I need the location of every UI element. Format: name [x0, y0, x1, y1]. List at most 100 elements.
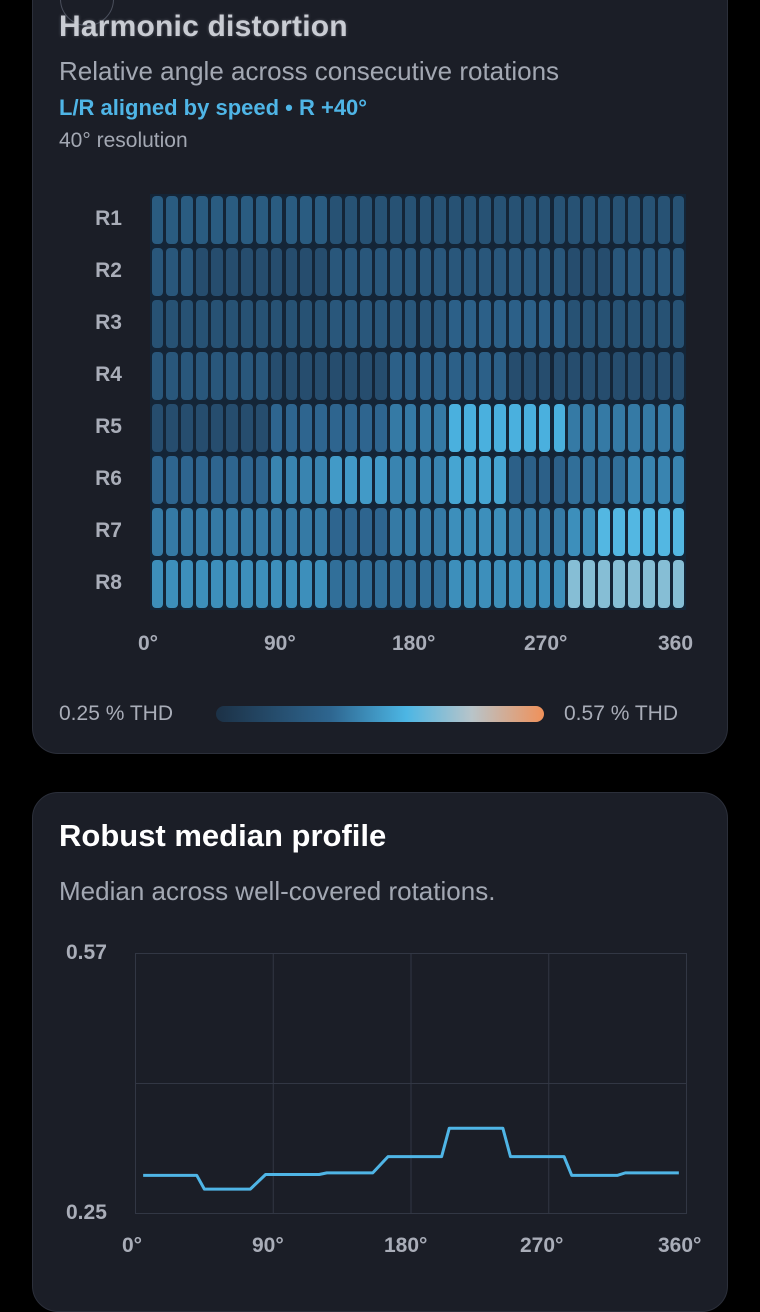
heatmap-cell	[642, 404, 655, 452]
heatmap-cell	[166, 456, 179, 504]
heatmap-cell	[672, 508, 685, 556]
profile-card-subtitle: Median across well-covered rotations.	[59, 876, 496, 906]
heatmap-cell	[419, 404, 432, 452]
resolution-label: 40° resolution	[59, 129, 188, 152]
heatmap-cell	[627, 508, 640, 556]
heatmap-cell	[225, 560, 238, 608]
heatmap-cell	[285, 196, 298, 244]
heatmap-cell	[627, 300, 640, 348]
heatmap-cell	[464, 248, 477, 296]
heatmap-cell	[240, 196, 253, 244]
heatmap-cell	[359, 352, 372, 400]
heatmap-cell	[166, 508, 179, 556]
heatmap-cell	[508, 560, 521, 608]
heatmap-cell	[627, 352, 640, 400]
heatmap-cell	[389, 196, 402, 244]
heatmap-cell	[657, 300, 670, 348]
heatmap-cell	[672, 300, 685, 348]
heatmap-cell	[270, 300, 283, 348]
heatmap-cell	[300, 404, 313, 452]
heatmap-cell	[598, 196, 611, 244]
heatmap-cell	[285, 560, 298, 608]
heatmap-cell	[583, 300, 596, 348]
heatmap-cell	[330, 560, 343, 608]
heatmap-cell	[255, 456, 268, 504]
heatmap-cell	[374, 300, 387, 348]
heatmap-cell	[166, 196, 179, 244]
heatmap-cell	[196, 352, 209, 400]
heatmap-cell	[345, 560, 357, 608]
heatmap-cell	[508, 508, 521, 556]
heatmap-cell	[419, 300, 432, 348]
heatmap-cell	[613, 508, 625, 556]
heatmap-cell	[225, 196, 238, 244]
heatmap-cell	[345, 456, 357, 504]
heatmap-cell	[508, 404, 521, 452]
heatmap-cell	[508, 300, 521, 348]
heatmap-cell	[449, 560, 462, 608]
heatmap-cell	[166, 352, 179, 400]
heatmap-cell	[374, 352, 387, 400]
heatmap-cell	[330, 456, 343, 504]
heatmap-cell	[538, 196, 551, 244]
heatmap-cell	[613, 456, 625, 504]
heatmap-cell	[538, 248, 551, 296]
alignment-label: L/R aligned by speed • R +40°	[59, 95, 368, 120]
heatmap-cell	[270, 508, 283, 556]
heatmap-cell	[508, 352, 521, 400]
heatmap-cell	[464, 196, 477, 244]
heatmap-cell	[211, 456, 223, 504]
heatmap-cell	[181, 196, 194, 244]
heatmap-cell	[404, 508, 417, 556]
heatmap-cell	[464, 352, 477, 400]
heatmap-cell	[553, 404, 566, 452]
heatmap-cell	[553, 248, 566, 296]
heatmap-cell	[240, 508, 253, 556]
heatmap-cell	[672, 352, 685, 400]
heatmap-cell	[598, 456, 611, 504]
heatmap-cell	[657, 196, 670, 244]
heatmap-cell	[330, 404, 343, 452]
heatmap-cell	[627, 456, 640, 504]
heatmap-cell	[330, 300, 343, 348]
heatmap-cell	[270, 352, 283, 400]
heatmap-cell	[359, 248, 372, 296]
legend-max-label: 0.57 % THD	[564, 702, 678, 725]
heatmap-cell	[553, 456, 566, 504]
heatmap-cell	[553, 196, 566, 244]
heatmap-cell	[479, 352, 491, 400]
heatmap-row-label: R8	[95, 571, 122, 594]
heatmap-cell	[404, 352, 417, 400]
heatmap-cell	[270, 456, 283, 504]
heatmap-cell	[642, 560, 655, 608]
heatmap-cell	[598, 352, 611, 400]
heatmap-row-label: R5	[95, 415, 122, 438]
heatmap-cell	[538, 404, 551, 452]
heatmap-cell	[300, 456, 313, 504]
heatmap-cell	[255, 560, 268, 608]
heatmap-cell	[568, 404, 581, 452]
heatmap-cell	[240, 404, 253, 452]
heatmap-cell	[598, 300, 611, 348]
heatmap-cell	[493, 560, 506, 608]
heatmap-cell	[181, 404, 194, 452]
heatmap-cell	[583, 404, 596, 452]
heatmap-cell	[211, 508, 223, 556]
heatmap-cell	[374, 456, 387, 504]
heatmap-cell	[538, 456, 551, 504]
heatmap-cell	[225, 248, 238, 296]
heatmap-cell	[255, 300, 268, 348]
heatmap-cell	[359, 560, 372, 608]
heatmap-cell	[657, 508, 670, 556]
heatmap-cell	[583, 508, 596, 556]
heatmap-cell	[181, 248, 194, 296]
heatmap-cell	[523, 352, 536, 400]
heatmap-card-title: Harmonic distortion	[59, 10, 348, 43]
heatmap-cell	[449, 300, 462, 348]
heatmap-cell	[285, 248, 298, 296]
heatmap-cell	[330, 196, 343, 244]
profile-y-tick: 0.57	[66, 941, 107, 964]
heatmap-cell	[553, 508, 566, 556]
heatmap-cell	[211, 560, 223, 608]
heatmap-cell	[493, 508, 506, 556]
